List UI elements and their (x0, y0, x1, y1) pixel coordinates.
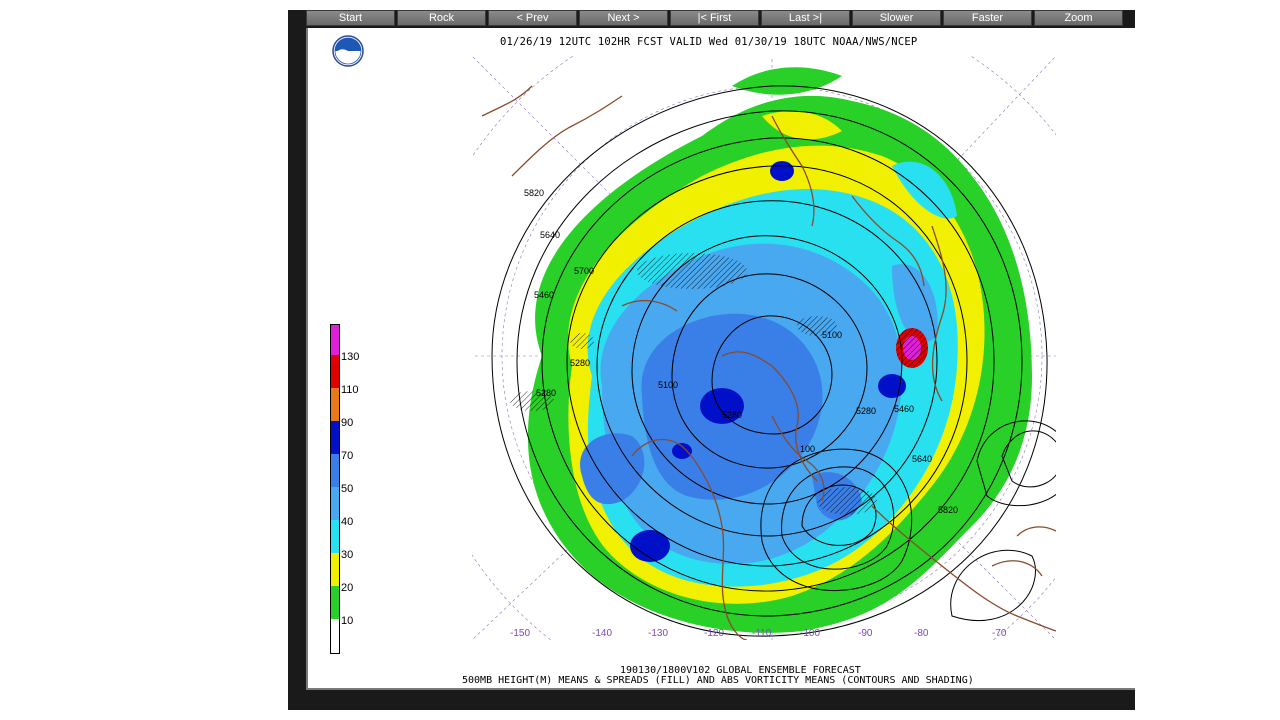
contour-label: 5280 (722, 410, 742, 420)
faster-button[interactable]: Faster (943, 10, 1032, 26)
legend-swatch (331, 487, 339, 520)
contour-label: 5700 (574, 266, 594, 276)
contour-label: 5280 (536, 388, 556, 398)
longitude-label: -120 (704, 628, 725, 639)
legend-swatch (331, 586, 339, 619)
slower-button[interactable]: Slower (852, 10, 941, 26)
longitude-label: -90 (858, 628, 873, 639)
legend-swatch (331, 553, 339, 586)
start-button[interactable]: Start (306, 10, 395, 26)
longitude-label: -140 (592, 628, 613, 639)
legend-swatch (331, 520, 339, 553)
legend-label: 50 (341, 483, 354, 495)
contour-label: 5640 (540, 230, 560, 240)
legend-label: 20 (341, 582, 354, 594)
first-button[interactable]: |< First (670, 10, 759, 26)
height-contours (491, 85, 1056, 637)
color-legend (330, 324, 340, 654)
legend-label: 110 (341, 384, 359, 396)
rock-button[interactable]: Rock (397, 10, 486, 26)
footer-line-1: 190130/1800V102 GLOBAL ENSEMBLE FORECAST (620, 665, 861, 676)
legend-swatch (331, 454, 339, 487)
prev-button[interactable]: < Prev (488, 10, 577, 26)
last-button[interactable]: Last >| (761, 10, 850, 26)
longitude-label: -100 (800, 628, 821, 639)
coastlines (481, 85, 1056, 640)
contour-labels: 5820 5640 5700 5460 5280 5100 5280 5460 … (524, 188, 958, 515)
contour-label: 5100 (658, 380, 678, 390)
legend-label: 10 (341, 615, 354, 627)
footer-line-2: 500MB HEIGHT(M) MEANS & SPREADS (FILL) A… (462, 675, 974, 686)
contour-label: 5460 (534, 290, 554, 300)
longitude-label: -150 (510, 628, 531, 639)
animation-toolbar: Start Rock < Prev Next > |< First Last >… (306, 10, 1135, 28)
legend-swatch (331, 388, 339, 421)
contour-label: 100 (800, 444, 815, 454)
contour-label: 5640 (912, 454, 932, 464)
chart-title: 01/26/19 12UTC 102HR FCST VALID Wed 01/3… (500, 36, 918, 48)
contour-label: 5280 (856, 406, 876, 416)
forecast-map: 5820 5640 5700 5460 5280 5100 5280 5460 … (472, 56, 1056, 640)
contour-label: 5280 (570, 358, 590, 368)
longitude-label: -110 (752, 628, 772, 639)
longitude-label: -80 (914, 628, 929, 639)
legend-swatch (331, 325, 339, 355)
next-button[interactable]: Next > (579, 10, 668, 26)
zoom-button[interactable]: Zoom (1034, 10, 1123, 26)
legend-swatch (331, 619, 339, 653)
legend-swatch (331, 355, 339, 388)
legend-label: 130 (341, 351, 360, 363)
contour-label: 5820 (938, 505, 958, 515)
legend-label: 40 (341, 516, 354, 528)
vorticity-hatching (510, 253, 928, 515)
noaa-logo-icon (332, 35, 364, 67)
legend-swatch (331, 421, 339, 454)
legend-label: 30 (341, 549, 354, 561)
contour-label: 5100 (822, 330, 842, 340)
contour-label: 5820 (524, 188, 544, 198)
legend-label: 70 (341, 450, 354, 462)
longitude-label: -70 (992, 628, 1007, 639)
contour-label: 5460 (894, 404, 914, 414)
legend-label: 90 (341, 417, 354, 429)
longitude-label: -130 (648, 628, 669, 639)
